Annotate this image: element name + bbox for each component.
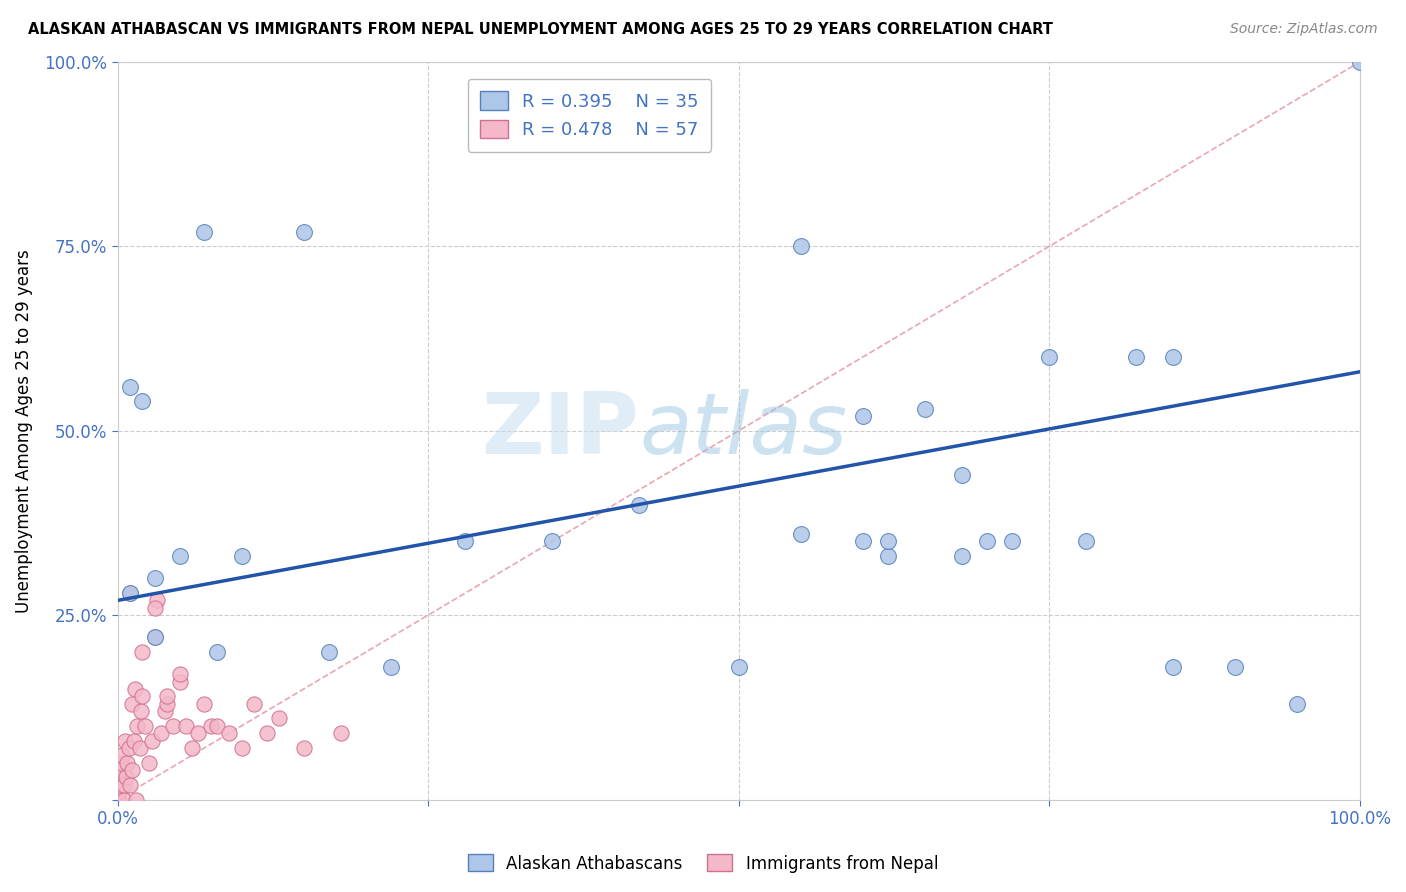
Text: Source: ZipAtlas.com: Source: ZipAtlas.com [1230,22,1378,37]
Point [876,549,898,564]
Point [727,660,749,674]
Point [292,225,315,239]
Y-axis label: Unemployment Among Ages 25 to 29 years: Unemployment Among Ages 25 to 29 years [15,249,32,613]
Point [124,681,146,696]
Point [852,534,875,549]
Point [107,792,129,806]
Point [131,645,153,659]
Point [218,726,240,740]
Point [111,748,134,763]
Point [141,733,163,747]
Point [118,740,141,755]
Point [122,733,145,747]
Point [1001,534,1024,549]
Point [143,630,166,644]
Text: ZIP: ZIP [481,389,640,473]
Point [541,534,564,549]
Point [128,740,150,755]
Point [156,697,179,711]
Point [193,697,215,711]
Point [169,667,191,681]
Point [318,645,340,659]
Point [380,660,402,674]
Point [231,549,253,564]
Point [121,697,143,711]
Point [169,674,191,689]
Point [628,498,651,512]
Point [134,719,156,733]
Point [267,711,290,725]
Point [292,740,315,755]
Point [129,704,152,718]
Point [1076,534,1098,549]
Point [117,756,139,770]
Point [1348,55,1371,70]
Point [789,527,811,541]
Point [205,645,228,659]
Point [146,593,169,607]
Point [1286,697,1309,711]
Point [143,600,166,615]
Point [143,571,166,585]
Point [112,792,135,806]
Point [118,586,141,600]
Point [110,756,132,770]
Point [150,726,173,740]
Point [107,792,129,806]
Point [143,630,166,644]
Point [193,225,215,239]
Point [131,394,153,409]
Point [876,534,898,549]
Point [174,719,197,733]
Point [231,740,253,755]
Point [852,409,875,423]
Point [107,771,129,785]
Point [112,778,135,792]
Point [162,719,184,733]
Point [330,726,353,740]
Point [950,468,973,483]
Point [118,379,141,393]
Point [107,785,129,799]
Point [153,704,176,718]
Point [243,697,266,711]
Point [454,534,477,549]
Point [118,778,141,792]
Point [156,690,179,704]
Point [187,726,209,740]
Point [107,792,129,806]
Point [205,719,228,733]
Point [1225,660,1247,674]
Point [256,726,278,740]
Point [1125,350,1147,364]
Point [914,401,936,416]
Point [1161,660,1184,674]
Point [181,740,204,755]
Point [107,778,129,792]
Point [1161,350,1184,364]
Point [200,719,222,733]
Point [1038,350,1060,364]
Legend: R = 0.395    N = 35, R = 0.478    N = 57: R = 0.395 N = 35, R = 0.478 N = 57 [468,78,711,152]
Point [950,549,973,564]
Point [108,763,131,777]
Legend: Alaskan Athabascans, Immigrants from Nepal: Alaskan Athabascans, Immigrants from Nep… [461,847,945,880]
Point [107,792,129,806]
Point [789,239,811,253]
Point [107,792,129,806]
Text: ALASKAN ATHABASCAN VS IMMIGRANTS FROM NEPAL UNEMPLOYMENT AMONG AGES 25 TO 29 YEA: ALASKAN ATHABASCAN VS IMMIGRANTS FROM NE… [28,22,1053,37]
Point [121,763,143,777]
Point [131,690,153,704]
Point [169,549,191,564]
Point [114,733,136,747]
Point [976,534,998,549]
Point [138,756,160,770]
Point [118,586,141,600]
Point [125,792,148,806]
Point [107,792,129,806]
Point [127,719,149,733]
Text: atlas: atlas [640,389,848,473]
Point [107,792,129,806]
Point [115,771,138,785]
